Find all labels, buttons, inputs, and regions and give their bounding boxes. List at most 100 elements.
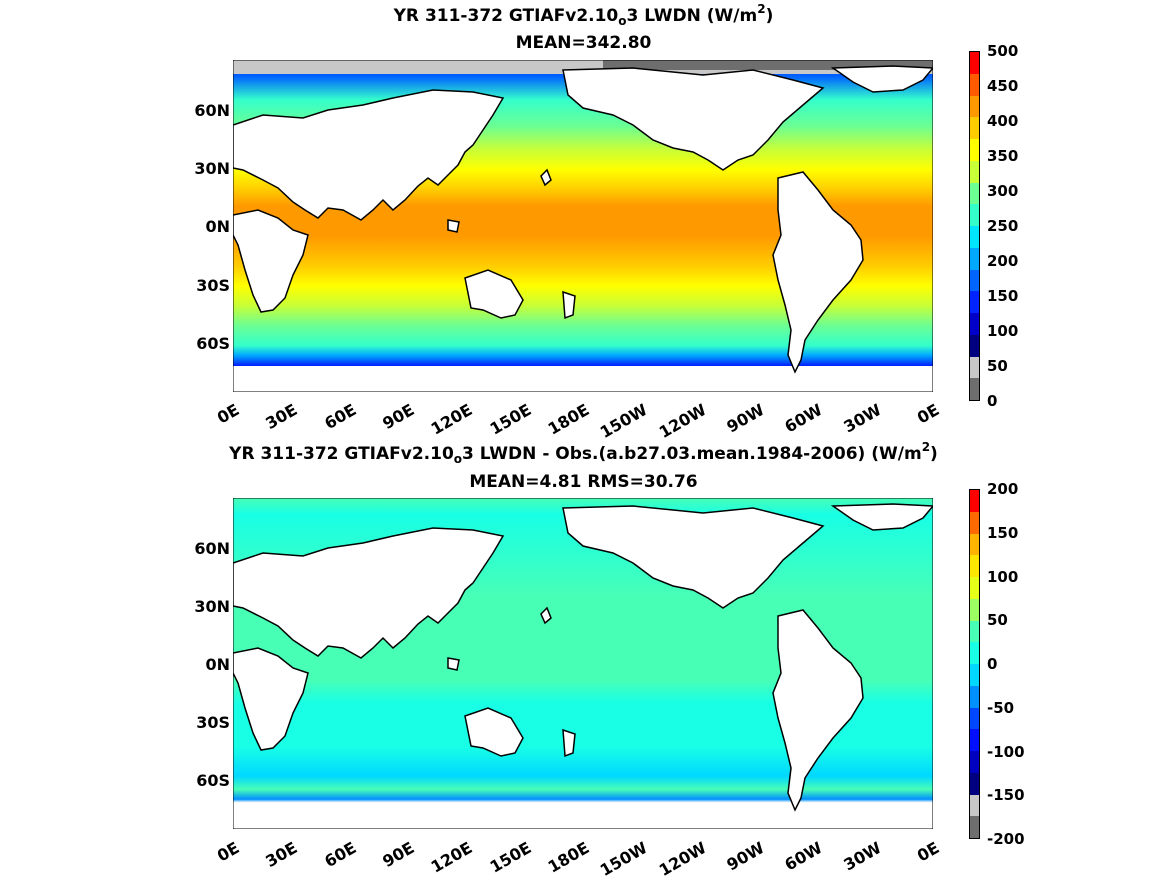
- landmass: [233, 89, 505, 221]
- colorbar-tick-label: 300: [987, 182, 1019, 200]
- colorbar-segment: [970, 291, 979, 313]
- top-mean-stat: MEAN=342.80: [515, 33, 652, 53]
- colorbar-tick-label: 450: [987, 77, 1019, 95]
- landmass: [540, 606, 552, 625]
- colorbar-segment: [970, 620, 979, 643]
- landmass: [830, 65, 933, 93]
- bottom-ylabel: 0N: [205, 655, 230, 674]
- colorbar-segment: [970, 182, 979, 205]
- bottom-landmass-group: [233, 503, 933, 812]
- top-title: YR 311-372 GTIAFv2.10o3 LWDN (W/m2): [393, 2, 774, 28]
- colorbar-segment: [970, 511, 979, 534]
- x-axis-label: 180E: [544, 838, 593, 877]
- landmass: [447, 657, 460, 671]
- landmass: [772, 609, 864, 812]
- colorbar-tick-label: 0: [987, 392, 998, 410]
- colorbar-segment: [970, 577, 979, 599]
- colorbar-tick-label: -50: [987, 698, 1015, 717]
- colorbar-segment: [970, 356, 979, 379]
- colorbar-segment: [970, 598, 979, 621]
- x-axis-label: 60W: [781, 838, 826, 875]
- colorbar-segment: [970, 204, 979, 226]
- landmass: [464, 269, 524, 319]
- bottom-map: [233, 498, 933, 829]
- landmass: [233, 647, 309, 751]
- bottom-ylabel: 60S: [196, 771, 230, 790]
- colorbar-segment: [970, 378, 979, 400]
- colorbar-tick-label: 0: [987, 655, 998, 673]
- x-axis-label: 0E: [213, 838, 243, 866]
- landmass: [830, 503, 933, 531]
- landmass: [540, 168, 552, 187]
- colorbar-tick-label: -150: [987, 786, 1025, 805]
- colorbar-segment: [970, 247, 979, 270]
- landmass: [562, 728, 576, 758]
- top-ylabel: 30S: [196, 276, 230, 295]
- x-axis-label: 120E: [427, 838, 476, 877]
- colorbar-segment: [970, 139, 979, 161]
- colorbar-tick-label: 150: [987, 287, 1019, 305]
- x-axis-label: 120W: [655, 838, 710, 880]
- colorbar-tick-label: 350: [987, 147, 1019, 165]
- top-ylabel: 30N: [194, 159, 230, 178]
- landmass: [233, 527, 505, 659]
- colorbar-segment: [970, 751, 979, 773]
- top-map: [233, 60, 933, 392]
- x-axis-label: 90E: [379, 838, 418, 872]
- colorbar-segment: [970, 729, 979, 751]
- colorbar-segment: [970, 685, 979, 708]
- colorbar-tick-label: -100: [987, 742, 1025, 761]
- x-axis-label: 150W: [597, 838, 651, 880]
- landmass: [562, 67, 825, 171]
- colorbar-segment: [970, 707, 979, 730]
- top-ylabel: 60S: [196, 334, 230, 353]
- top-landmass-group: [233, 65, 933, 374]
- bottom-stat: MEAN=4.81 RMS=30.76: [469, 472, 698, 492]
- colorbar-tick-label: 50: [987, 611, 1008, 630]
- landmass: [562, 290, 576, 320]
- colorbar-segment: [970, 642, 979, 664]
- colorbar-tick-label: 150: [987, 523, 1019, 542]
- colorbar-tick-label: 250: [987, 217, 1019, 235]
- top-antarctica: [233, 366, 933, 392]
- x-axis-label: 30W: [840, 838, 885, 875]
- colorbar-segment: [970, 313, 979, 335]
- colorbar-segment: [970, 490, 979, 512]
- landmass: [772, 171, 864, 374]
- colorbar-segment: [970, 269, 979, 292]
- bottom-title: YR 311-372 GTIAFv2.10o3 LWDN - Obs.(a.b2…: [229, 440, 938, 466]
- colorbar-segment: [970, 160, 979, 183]
- colorbar-tick-label: -200: [987, 830, 1025, 848]
- colorbar-tick-label: 200: [987, 252, 1019, 270]
- bottom-ylabel: 30N: [194, 597, 230, 616]
- top-ylabel: 60N: [194, 101, 230, 120]
- top-ylabel: 0N: [205, 217, 230, 236]
- colorbar-tick-label: 500: [987, 42, 1019, 60]
- colorbar-tick-label: 200: [987, 480, 1019, 498]
- colorbar-segment: [970, 816, 979, 838]
- landmass: [562, 505, 825, 609]
- x-axis-label: 30E: [262, 838, 301, 872]
- colorbar-tick-label: 400: [987, 112, 1019, 130]
- colorbar-segment: [970, 772, 979, 795]
- colorbar-tick-label: 100: [987, 322, 1019, 340]
- x-axis-label: 90W: [723, 838, 768, 875]
- x-axis-label: 150E: [486, 838, 535, 877]
- colorbar-segment: [970, 117, 979, 139]
- x-axis-label: 60E: [320, 838, 360, 872]
- colorbar-segment: [970, 52, 979, 74]
- colorbar-segment: [970, 664, 979, 686]
- landmass: [233, 209, 309, 313]
- bottom-ylabel: 30S: [196, 713, 230, 732]
- colorbar-segment: [970, 226, 979, 248]
- colorbar-segment: [970, 533, 979, 556]
- colorbar-tick-label: 100: [987, 567, 1019, 586]
- colorbar-segment: [970, 73, 979, 96]
- bottom-colorbar: [969, 489, 980, 839]
- bottom-ylabel: 60N: [194, 539, 230, 558]
- colorbar-segment: [970, 555, 979, 577]
- colorbar-segment: [970, 794, 979, 817]
- colorbar-segment: [970, 334, 979, 357]
- landmass: [447, 219, 460, 233]
- landmass: [464, 707, 524, 757]
